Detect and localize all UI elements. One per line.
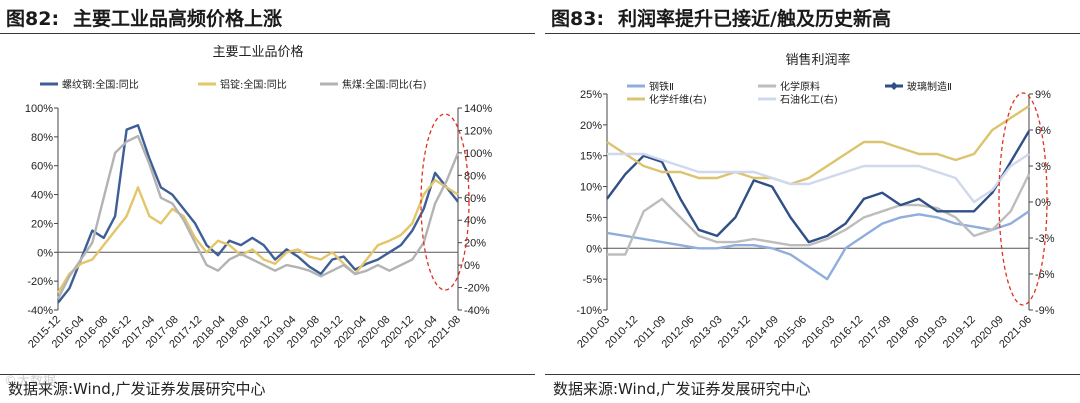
legend-label: 螺纹钢:全国:同比 (62, 78, 139, 91)
right-axis-tick-label: 6% (1035, 125, 1051, 137)
left-axis-tick-label: 20% (580, 120, 602, 132)
left-axis-tick-label: 0% (37, 247, 53, 259)
left-axis-tick-label: -40% (27, 305, 53, 317)
series-line-焦煤全国同比右 (56, 134, 460, 300)
industrial-prices-chart: 主要工业品价格 -40% -20% 0% 20% 40% 60% 80% 100% -40% -20… (25, 44, 492, 351)
legend-label: 钢铁Ⅱ (649, 80, 674, 93)
legend-marker (890, 82, 898, 90)
left-axis-tick-label: 10% (580, 182, 602, 194)
left-axis-tick-label: -20% (27, 276, 53, 288)
bottom-rule (0, 374, 535, 375)
legend-label: 铝锭:全国:同比 (220, 78, 287, 91)
series-line-化学原料 (607, 173, 1031, 256)
left-axis-tick-label: 20% (31, 218, 53, 230)
watermark-logo: ©大数据 (4, 374, 57, 389)
figure-82-panel: 图82: 主要工业品高频价格上涨 主要工业品价格 -40% -20% 0% 20% 40% 6… (0, 0, 535, 403)
highlight-ellipse (420, 113, 470, 291)
left-axis-tick-label: 15% (580, 151, 602, 163)
figure-83-panel: 图83: 利润率提升已接近/触及历史新高 销售利润率 -10% -5% 0% 5% 10% 1… (545, 0, 1080, 403)
right-axis-tick-label: 140% (464, 103, 492, 115)
figure-83-title: 图83: 利润率提升已接近/触及历史新高 (551, 4, 891, 31)
right-axis-tick-label: 100% (464, 148, 492, 160)
series-line-玻璃制造 (606, 130, 1031, 244)
series-line-化学纤维右 (606, 104, 1030, 186)
figure-82-caption: 主要工业品高频价格上涨 (73, 8, 283, 30)
legend-label: 玻璃制造Ⅱ (907, 80, 952, 93)
right-axis-tick-label: -3% (1035, 233, 1055, 245)
right-axis-tick-label: 20% (464, 238, 486, 250)
right-axis-tick-label: 120% (464, 125, 492, 137)
right-axis-tick-label: 3% (1035, 161, 1051, 173)
right-axis-tick-label: -20% (464, 283, 490, 295)
figure-83-caption: 利润率提升已接近/触及历史新高 (618, 8, 891, 30)
profit-margin-chart: 销售利润率 -10% -5% 0% 5% 10% 15% 20% 25% -9% -6% -3% 0% 3… (575, 52, 1055, 351)
left-axis-tick-label: 60% (31, 161, 53, 173)
left-axis-tick-label: -5% (582, 274, 602, 286)
legend-label: 化学纤维(右) (649, 93, 707, 106)
figure-82-number: 图82: (6, 8, 60, 30)
left-axis-tick-label: 80% (31, 132, 53, 144)
left-axis-tick-label: 5% (586, 212, 602, 224)
top-rule (0, 33, 535, 34)
right-axis-tick-label: 0% (1035, 197, 1051, 209)
bottom-rule (545, 374, 1080, 375)
right-axis-tick-label: 9% (1035, 89, 1051, 101)
series-line-石油化工右 (607, 152, 1030, 204)
figure-83-number: 图83: (551, 8, 605, 30)
source-note: 数据来源:Wind,广发证券发展研究中心 (8, 380, 266, 398)
right-axis-tick-label: 80% (464, 170, 486, 182)
left-axis-tick-label: -10% (576, 305, 602, 317)
right-axis-tick-label: -6% (1035, 269, 1055, 281)
left-axis-tick-label: 25% (580, 89, 602, 101)
legend-label: 化学原料 (780, 80, 820, 93)
right-axis-tick-label: -40% (464, 305, 490, 317)
highlight-ellipse (998, 92, 1048, 306)
right-axis-tick-label: 0% (464, 260, 480, 272)
right-axis-tick-label: 40% (464, 215, 486, 227)
series-line-螺纹钢全国同比 (57, 124, 459, 304)
left-axis-tick-label: 40% (31, 190, 53, 202)
legend-label: 石油化工(右) (780, 93, 838, 106)
left-axis-tick-label: 100% (25, 103, 53, 115)
right-axis-tick-label: -9% (1035, 305, 1055, 317)
chart-title: 主要工业品价格 (212, 44, 303, 60)
left-axis-tick-label: 0% (586, 243, 602, 255)
series-line-铝锭全国同比 (56, 178, 459, 294)
right-axis-tick-label: 60% (464, 193, 486, 205)
chart-title: 销售利润率 (785, 52, 850, 68)
figure-82-title: 图82: 主要工业品高频价格上涨 (6, 4, 282, 31)
series-line-钢铁 (606, 210, 1030, 281)
legend-label: 焦煤:全国:同比(右) (342, 78, 427, 91)
source-note: 数据来源:Wind,广发证券发展研究中心 (553, 380, 811, 398)
top-rule (545, 33, 1080, 34)
